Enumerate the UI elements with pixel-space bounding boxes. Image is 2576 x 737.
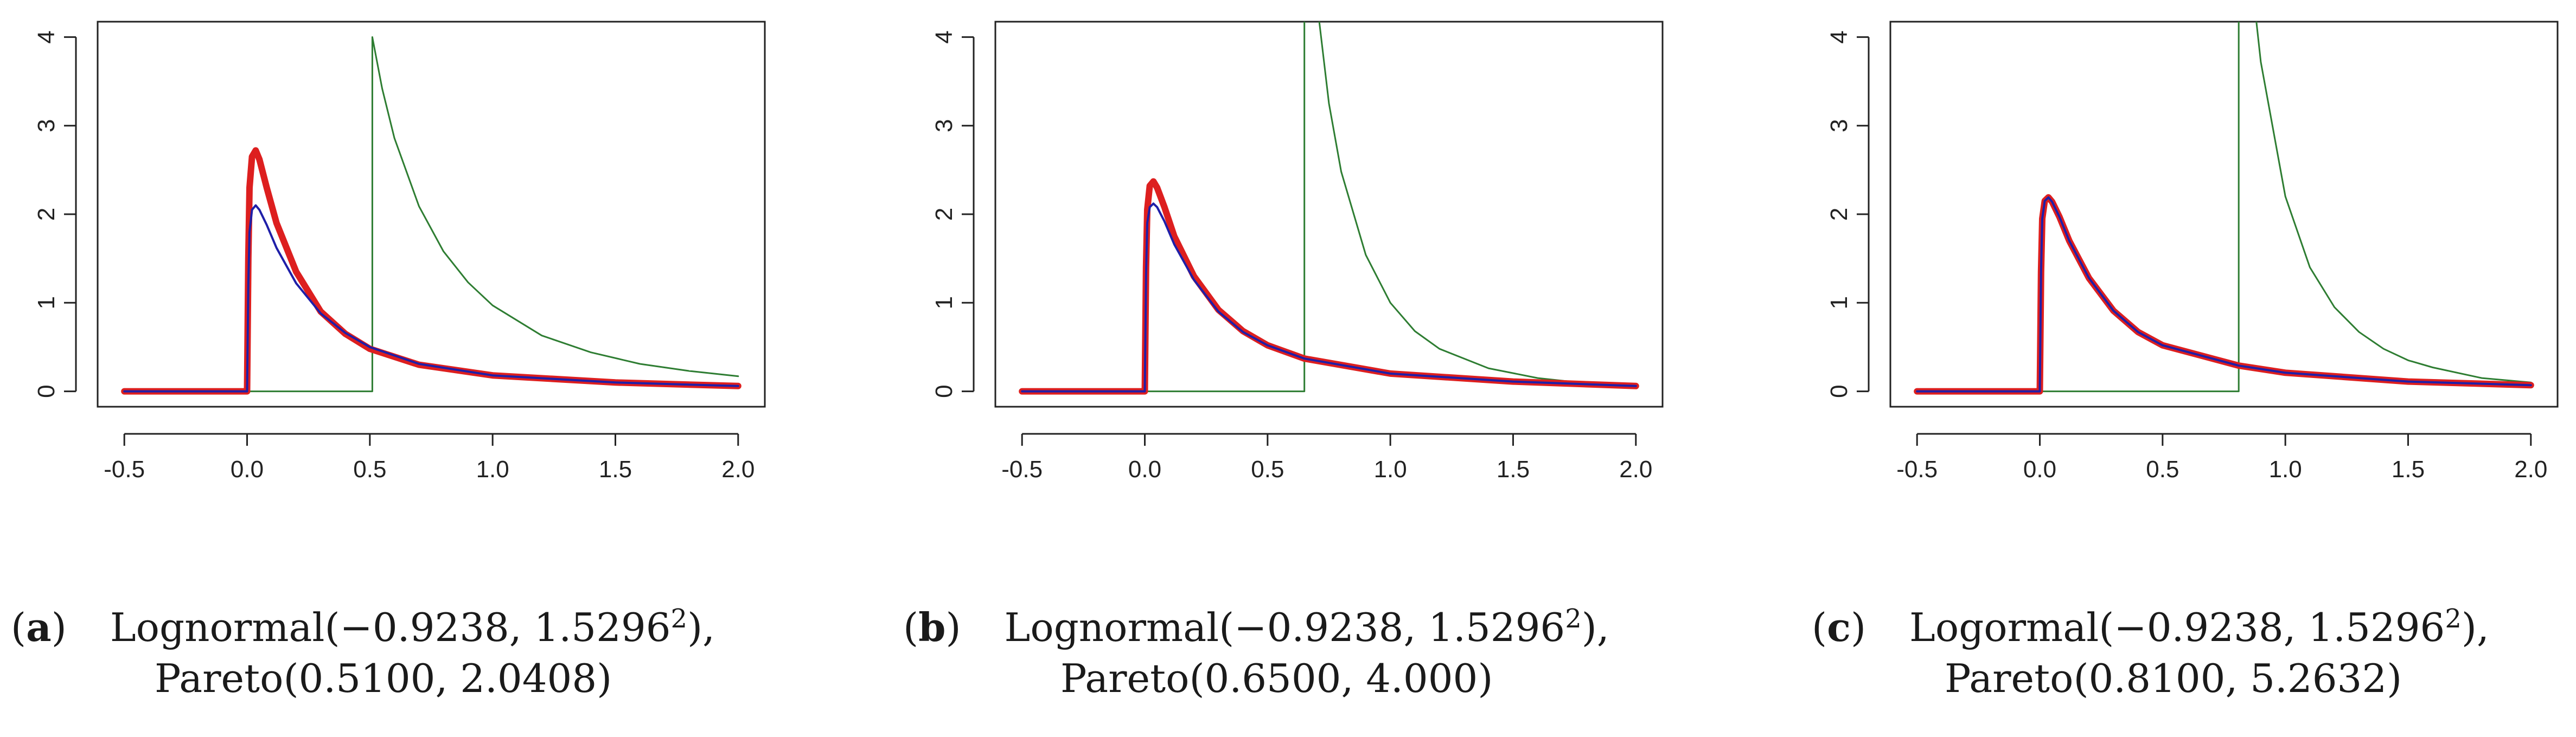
caption-a-exponent: 2	[670, 604, 688, 634]
plot-c: -0.5 0.0 0.5 1.0 1.5 2.0 0 1 2 3 4	[1826, 21, 2559, 483]
x-tick-label: -0.5	[1896, 456, 1938, 483]
caption-a: (a) Lognormal(−0.9238, 1.52962), Pareto(0…	[11, 602, 715, 704]
caption-b-line1-end: ),	[1581, 605, 1609, 650]
series-group-c	[1914, 22, 2534, 395]
caption-b-line1: Lognormal(−0.9238, 1.5296	[1004, 605, 1565, 650]
composite-curve-b	[1021, 202, 1637, 393]
y-tick-label: 4	[1826, 30, 1852, 43]
pareto-curve-a	[123, 36, 739, 393]
caption-b: (b) Lognormal(−0.9238, 1.52962), Pareto(0…	[903, 602, 1609, 704]
x-tick-label: 1.5	[599, 456, 632, 483]
caption-a-line1-end: ),	[687, 605, 715, 650]
caption-label-b: (b)	[903, 604, 961, 650]
caption-b-exponent: 2	[1565, 604, 1582, 634]
x-tick-label: 1.5	[1497, 456, 1530, 483]
y-tick-label: 2	[33, 208, 60, 221]
y-tick-label: 3	[1826, 119, 1852, 132]
y-tick-label: 4	[931, 30, 957, 43]
plot-b: -0.5 0.0 0.5 1.0 1.5 2.0 0 1 2 3 4	[931, 21, 1664, 483]
y-tick-label: 4	[33, 30, 60, 43]
x-tick-label: 0.0	[1128, 456, 1161, 483]
y-tick-label: 2	[1826, 208, 1852, 221]
x-tick-label: 0.5	[353, 456, 386, 483]
lognormal-curve-a	[121, 147, 742, 395]
caption-c-line1-end: ),	[2461, 605, 2489, 650]
caption-c-line1: Logormal(−0.9238, 1.5296	[1909, 605, 2445, 650]
y-tick-label: 2	[931, 208, 957, 221]
y-tick-label: 3	[931, 119, 957, 132]
plot-a: -0.5 0.0 0.5 1.0 1.5 2.0 0 1 2 3 4	[33, 21, 766, 483]
y-tick-label: 1	[931, 296, 957, 309]
x-tick-label: 2.0	[1619, 456, 1652, 483]
series-group-b	[1019, 22, 1639, 395]
x-tick-label: 2.0	[721, 456, 755, 483]
plot-frame-b	[994, 21, 1664, 408]
x-tick-label: 1.0	[1374, 456, 1407, 483]
composite-curve-c	[1916, 196, 2532, 393]
lognormal-curve-b	[1019, 178, 1639, 395]
x-tick-label: -0.5	[104, 456, 145, 483]
y-tick-label: 0	[33, 384, 60, 398]
x-tick-label: 1.0	[476, 456, 509, 483]
x-tick-label: 0.5	[2146, 456, 2179, 483]
composite-curve-a	[123, 204, 739, 393]
y-tick-label: 0	[1826, 384, 1852, 398]
series-group-a	[121, 36, 742, 395]
x-tick-label: 0.5	[1251, 456, 1284, 483]
y-tick-label: 1	[33, 296, 60, 309]
x-tick-label: 2.0	[2514, 456, 2547, 483]
plot-frame-a	[97, 21, 766, 408]
caption-c: (c) Logormal(−0.9238, 1.52962), Pareto(0.…	[1812, 602, 2489, 704]
y-tick-label: 3	[33, 119, 60, 132]
y-tick-label: 1	[1826, 296, 1852, 309]
caption-c-line2: Pareto(0.8100, 5.2632)	[1945, 655, 2402, 701]
x-tick-label: 1.5	[2392, 456, 2425, 483]
x-tick-label: 0.0	[2023, 456, 2056, 483]
caption-a-line1: Lognormal(−0.9238, 1.5296	[110, 605, 671, 650]
x-tick-label: -0.5	[1001, 456, 1043, 483]
caption-a-line2: Pareto(0.5100, 2.0408)	[155, 655, 612, 701]
pareto-curve-c	[1916, 22, 2532, 393]
pareto-curve-b	[1021, 22, 1637, 393]
caption-c-exponent: 2	[2445, 604, 2462, 634]
x-tick-label: 1.0	[2269, 456, 2302, 483]
y-tick-label: 0	[931, 384, 957, 398]
x-tick-label: 0.0	[231, 456, 264, 483]
plot-frame-c	[1889, 21, 2559, 408]
caption-label-a: (a)	[11, 604, 67, 650]
caption-label-c: (c)	[1812, 604, 1867, 650]
caption-b-line2: Pareto(0.6500, 4.000)	[1060, 655, 1493, 701]
